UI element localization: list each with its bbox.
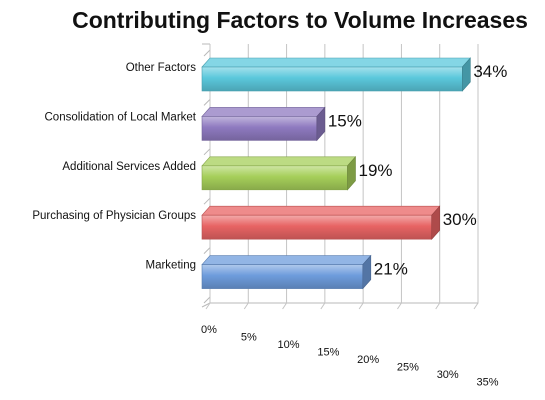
category-tick bbox=[203, 49, 211, 57]
category-label: Marketing bbox=[146, 260, 197, 272]
x-tick-label: 15% bbox=[317, 347, 339, 359]
category-tick bbox=[203, 99, 211, 106]
bar-top-face bbox=[201, 57, 472, 68]
bar-top-face bbox=[201, 255, 372, 265]
category-label: Purchasing of Physician Groups bbox=[32, 210, 196, 222]
x-tick-label: 30% bbox=[437, 369, 459, 381]
floor-gridline bbox=[282, 302, 287, 310]
data-label: 34% bbox=[473, 62, 507, 81]
bar-front-face bbox=[201, 264, 364, 289]
bar-front-face bbox=[201, 66, 463, 92]
category-tick bbox=[203, 148, 211, 156]
x-tick-label: 0% bbox=[201, 324, 217, 336]
bar-consolidation-of-local-market bbox=[201, 106, 326, 142]
bar-end-face bbox=[316, 106, 326, 142]
floor-gridline bbox=[473, 302, 479, 310]
bar-top-face bbox=[201, 205, 441, 216]
category-label: Additional Services Added bbox=[62, 161, 196, 173]
chart-title: Contributing Factors to Volume Increases bbox=[72, 7, 528, 33]
bar-additional-services-added bbox=[201, 156, 357, 191]
bar-purchasing-of-physician-groups bbox=[201, 205, 441, 240]
floor-gridline bbox=[397, 302, 402, 310]
bar-marketing bbox=[201, 254, 372, 290]
x-tick-label: 20% bbox=[357, 354, 379, 366]
bar-end-face bbox=[362, 254, 372, 290]
category-tick bbox=[203, 247, 211, 254]
x-tick-label: 35% bbox=[476, 377, 498, 389]
bar-other-factors bbox=[201, 57, 472, 92]
floor-gridline bbox=[243, 302, 249, 310]
data-label: 21% bbox=[374, 260, 408, 279]
bar-front-face bbox=[201, 165, 348, 191]
floor-gridline bbox=[205, 302, 211, 310]
category-label: Other Factors bbox=[126, 62, 197, 74]
bar-front-face bbox=[201, 214, 433, 240]
bars-layer bbox=[201, 57, 472, 290]
floor-left-edge bbox=[201, 302, 211, 308]
x-tick-label: 10% bbox=[278, 339, 300, 351]
x-tick-label: 5% bbox=[241, 332, 257, 344]
category-label: Consolidation of Local Market bbox=[45, 111, 197, 123]
data-label: 30% bbox=[443, 210, 477, 229]
floor-gridline bbox=[435, 302, 441, 310]
bar-top-face bbox=[201, 156, 357, 167]
floor-gridline bbox=[320, 302, 326, 310]
bar-end-face bbox=[431, 205, 441, 240]
bar-front-face bbox=[201, 116, 318, 141]
category-tick bbox=[203, 197, 211, 205]
bar-top-face bbox=[201, 107, 326, 117]
category-tick bbox=[203, 296, 211, 304]
x-tick-label: 25% bbox=[397, 362, 419, 374]
floor-gridline bbox=[358, 302, 364, 310]
bar-end-face bbox=[347, 156, 356, 191]
bar-end-face bbox=[462, 57, 471, 92]
data-label: 15% bbox=[328, 111, 362, 130]
data-label: 19% bbox=[358, 161, 392, 180]
labels-layer: Other Factors 34% Consolidation of Local M… bbox=[32, 62, 507, 279]
